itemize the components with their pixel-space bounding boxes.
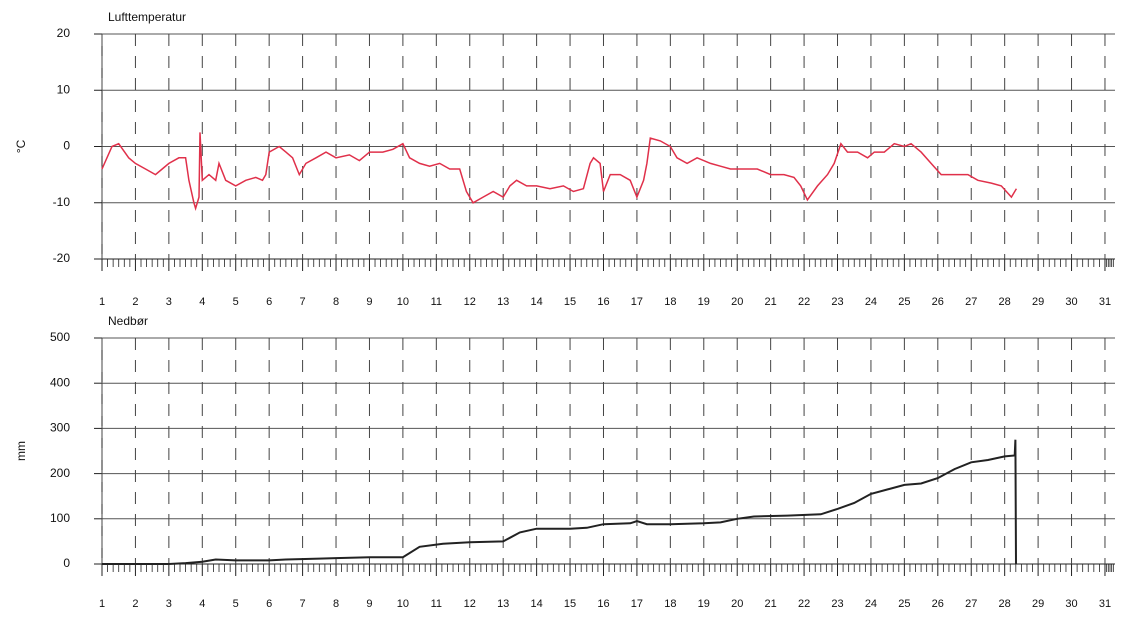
data-line — [102, 439, 1017, 565]
x-tick-label: 6 — [266, 598, 272, 610]
x-tick-label: 19 — [698, 296, 710, 308]
y-tick-label: 300 — [50, 421, 70, 435]
x-tick-label: 14 — [530, 598, 542, 610]
chart-title: Lufttemperatur — [108, 10, 186, 24]
x-tick-label: 10 — [397, 296, 409, 308]
x-tick-label: 13 — [497, 296, 509, 308]
x-tick-label: 30 — [1065, 296, 1077, 308]
x-tick-label: 4 — [199, 296, 205, 308]
x-tick-label: 16 — [597, 598, 609, 610]
x-tick-label: 30 — [1065, 598, 1077, 610]
x-tick-label: 2 — [132, 296, 138, 308]
x-tick-label: 29 — [1032, 296, 1044, 308]
x-tick-label: 29 — [1032, 598, 1044, 610]
x-tick-label: 22 — [798, 598, 810, 610]
y-tick-label: -20 — [53, 251, 71, 265]
x-tick-label: 24 — [865, 296, 877, 308]
y-tick-label: 400 — [50, 375, 70, 389]
y-tick-label: 500 — [50, 330, 70, 344]
x-tick-label: 7 — [300, 598, 306, 610]
x-tick-label: 17 — [631, 598, 643, 610]
y-tick-label: 0 — [63, 139, 70, 153]
x-tick-label: 10 — [397, 598, 409, 610]
x-tick-label: 1 — [99, 598, 105, 610]
x-tick-label: 13 — [497, 598, 509, 610]
x-tick-label: 2 — [132, 598, 138, 610]
y-tick-label: 20 — [57, 26, 71, 40]
x-tick-label: 20 — [731, 296, 743, 308]
y-axis-label: °C — [14, 139, 28, 153]
x-tick-label: 26 — [932, 598, 944, 610]
y-tick-label: 100 — [50, 511, 70, 525]
x-tick-label: 27 — [965, 598, 977, 610]
chart-title: Nedbør — [108, 314, 148, 328]
x-tick-label: 24 — [865, 598, 877, 610]
x-tick-label: 12 — [464, 296, 476, 308]
data-line — [101, 132, 1018, 211]
x-tick-label: 4 — [199, 598, 205, 610]
x-tick-label: 9 — [366, 598, 372, 610]
x-tick-label: 14 — [530, 296, 542, 308]
x-tick-label: 11 — [431, 296, 442, 308]
x-tick-label: 31 — [1099, 296, 1111, 308]
y-axis-label: mm — [14, 441, 28, 461]
x-tick-label: 8 — [333, 296, 339, 308]
x-tick-label: 12 — [464, 598, 476, 610]
x-tick-label: 21 — [765, 598, 777, 610]
x-tick-label: 6 — [266, 296, 272, 308]
x-tick-label: 7 — [300, 296, 306, 308]
x-tick-label: 11 — [431, 598, 442, 610]
x-tick-label: 5 — [233, 296, 239, 308]
x-tick-label: 3 — [166, 296, 172, 308]
x-tick-label: 5 — [233, 598, 239, 610]
x-tick-label: 26 — [932, 296, 944, 308]
x-tick-label: 19 — [698, 598, 710, 610]
x-tick-label: 20 — [731, 598, 743, 610]
x-tick-label: 27 — [965, 296, 977, 308]
x-tick-label: 25 — [898, 598, 910, 610]
x-tick-label: 22 — [798, 296, 810, 308]
x-tick-label: 23 — [831, 598, 843, 610]
x-tick-label: 23 — [831, 296, 843, 308]
x-tick-label: 9 — [366, 296, 372, 308]
x-tick-label: 18 — [664, 296, 676, 308]
x-tick-label: 28 — [999, 598, 1011, 610]
x-tick-label: 28 — [999, 296, 1011, 308]
x-tick-label: 15 — [564, 598, 576, 610]
x-tick-label: 16 — [597, 296, 609, 308]
x-tick-label: 21 — [765, 296, 777, 308]
x-tick-label: 18 — [664, 598, 676, 610]
y-tick-label: 200 — [50, 466, 70, 480]
y-tick-label: 0 — [63, 556, 70, 570]
x-tick-label: 8 — [333, 598, 339, 610]
x-tick-label: 1 — [99, 296, 105, 308]
x-tick-label: 25 — [898, 296, 910, 308]
x-tick-label: 3 — [166, 598, 172, 610]
y-tick-label: -10 — [53, 195, 71, 209]
x-tick-label: 17 — [631, 296, 643, 308]
x-tick-label: 31 — [1099, 598, 1111, 610]
y-tick-label: 10 — [57, 82, 71, 96]
x-tick-label: 15 — [564, 296, 576, 308]
